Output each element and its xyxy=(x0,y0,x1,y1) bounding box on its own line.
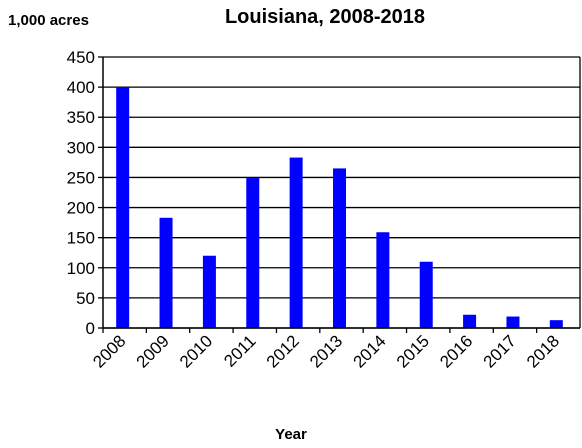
chart-title: Louisiana, 2008-2018 xyxy=(224,6,426,28)
y-tick-label: 100 xyxy=(67,259,95,278)
y-axis-label: 1,000 acres xyxy=(8,12,89,29)
y-tick-label: 300 xyxy=(67,138,95,157)
y-tick-label: 250 xyxy=(67,168,95,187)
x-tick-label: 2011 xyxy=(220,331,259,370)
bar-2015 xyxy=(419,261,433,328)
x-tick-label: 2013 xyxy=(306,331,346,371)
y-tick-label: 50 xyxy=(76,289,95,308)
bar-2010 xyxy=(202,255,216,328)
bar-2014 xyxy=(376,232,390,328)
x-tick-label: 2018 xyxy=(523,331,563,371)
bar-2009 xyxy=(159,217,173,328)
x-tick-label: 2009 xyxy=(133,331,173,371)
bar-2008 xyxy=(116,87,130,328)
bar-2013 xyxy=(333,168,346,328)
y-tick-label: 350 xyxy=(67,108,95,127)
y-tick-label: 150 xyxy=(67,229,95,248)
x-tick-label: 2008 xyxy=(89,331,129,371)
x-tick-label: 2017 xyxy=(480,331,520,371)
bar-2012 xyxy=(289,157,303,328)
y-tick-label: 450 xyxy=(67,48,95,67)
x-tick-label: 2010 xyxy=(176,331,216,371)
x-axis-label: Year xyxy=(275,426,307,443)
bar-2016 xyxy=(463,314,477,328)
y-tick-label: 200 xyxy=(67,199,95,218)
x-tick-label: 2015 xyxy=(393,331,433,371)
bar-2017 xyxy=(506,316,520,328)
x-tick-label: 2012 xyxy=(263,331,303,371)
y-tick-label: 0 xyxy=(86,319,95,338)
bar-2018 xyxy=(549,320,563,328)
y-tick-label: 400 xyxy=(67,78,95,97)
x-tick-label: 2016 xyxy=(436,331,476,371)
x-tick-label: 2014 xyxy=(350,331,390,371)
bar-2011 xyxy=(246,178,260,328)
